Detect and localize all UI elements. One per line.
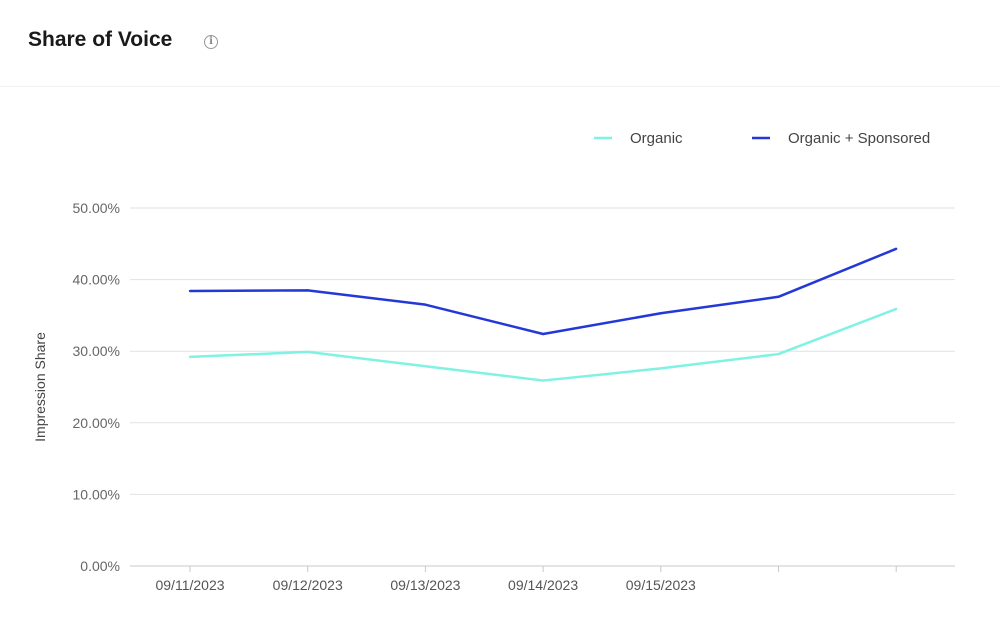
y-tick-label: 0.00% <box>80 558 120 574</box>
y-tick-label: 10.00% <box>73 486 120 502</box>
data-point <box>424 365 427 368</box>
y-tick-label: 50.00% <box>73 200 120 216</box>
data-point <box>895 307 898 311</box>
series-line-organic <box>189 307 897 382</box>
data-point <box>777 295 780 298</box>
data-point <box>188 355 192 359</box>
legend-label: Organic + Sponsored <box>788 130 930 147</box>
data-point <box>306 289 309 292</box>
data-point <box>306 350 309 354</box>
x-tick-label: 09/15/2023 <box>626 577 696 593</box>
data-point <box>541 379 545 382</box>
card-header: Share of Voice i <box>0 0 1000 87</box>
data-point <box>188 289 192 293</box>
y-tick-label: 30.00% <box>73 343 120 359</box>
x-tick-label: 09/11/2023 <box>155 577 224 593</box>
data-point <box>659 367 662 370</box>
y-tick-label: 40.00% <box>73 272 120 288</box>
y-tick-label: 20.00% <box>73 415 120 431</box>
data-point <box>541 332 545 336</box>
y-axis-label: Impression Share <box>32 332 48 442</box>
x-tick-label: 09/12/2023 <box>273 577 343 593</box>
data-point <box>424 303 427 306</box>
data-point <box>895 247 898 251</box>
data-point <box>659 312 662 315</box>
x-tick-label: 09/13/2023 <box>390 577 460 593</box>
legend-label: Organic <box>630 130 683 147</box>
series-line-organic-sponsored <box>189 247 897 336</box>
x-tick-label: 09/14/2023 <box>508 577 578 593</box>
data-point <box>777 352 780 356</box>
page-title: Share of Voice <box>28 28 173 51</box>
info-icon[interactable]: i <box>204 35 218 49</box>
